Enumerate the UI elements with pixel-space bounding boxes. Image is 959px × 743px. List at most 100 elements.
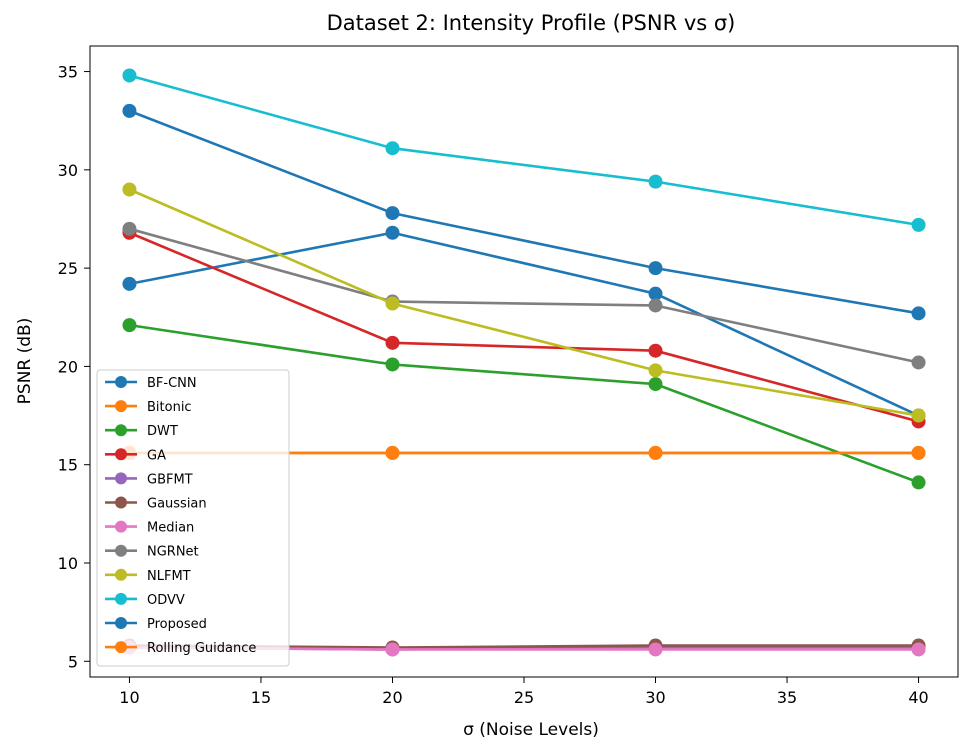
y-axis-title: PSNR (dB) xyxy=(15,318,35,405)
data-point xyxy=(385,141,400,156)
series-line xyxy=(129,323,920,484)
legend-label: Bitonic xyxy=(147,400,192,415)
series-line xyxy=(129,74,919,227)
y-tick-label: 5 xyxy=(68,652,78,671)
legend-item: Gaussian xyxy=(105,496,207,512)
legend-marker xyxy=(115,376,127,388)
legend-marker xyxy=(115,617,127,629)
series-nlfmt xyxy=(122,182,926,423)
x-tick-label: 30 xyxy=(645,688,665,707)
legend-label: GA xyxy=(147,448,166,463)
legend-label: Proposed xyxy=(147,617,207,632)
data-point xyxy=(648,286,663,301)
legend-item: ODVV xyxy=(105,592,185,608)
legend: BF-CNN Bitonic DWT GA GBFMT Gaussian Median NGR… xyxy=(96,369,290,667)
legend-marker xyxy=(115,520,127,533)
legend-label: ODVV xyxy=(147,593,185,608)
data-point xyxy=(911,408,926,423)
legend-label: Gaussian xyxy=(147,497,207,512)
data-point xyxy=(648,261,663,276)
x-tick-label: 15 xyxy=(251,688,271,707)
series-line xyxy=(128,188,919,417)
legend-item: Rolling Guidance xyxy=(105,641,256,656)
x-axis-title: σ (Noise Levels) xyxy=(463,720,599,740)
data-point xyxy=(648,174,663,189)
data-point xyxy=(911,217,926,232)
x-tick-label: 20 xyxy=(382,688,402,707)
legend-label: DWT xyxy=(147,424,178,439)
legend-box xyxy=(96,369,290,667)
legend-item: GA xyxy=(105,448,166,463)
legend-label: BF-CNN xyxy=(147,376,197,391)
y-axis: 5 10 15 20 25 30 35 xyxy=(58,63,90,671)
data-point xyxy=(122,68,137,83)
legend-marker xyxy=(115,448,127,461)
data-point xyxy=(648,298,663,313)
legend-item: DWT xyxy=(105,424,178,439)
data-point xyxy=(648,343,663,358)
y-tick-label: 35 xyxy=(58,63,78,82)
data-point xyxy=(122,318,137,333)
chart-title: Dataset 2: Intensity Profile (PSNR vs σ) xyxy=(327,11,736,35)
y-tick-label: 20 xyxy=(58,357,78,376)
legend-marker xyxy=(115,424,127,437)
series-line xyxy=(129,231,920,417)
series-odvv xyxy=(122,68,926,232)
series-line xyxy=(128,231,919,423)
legend-marker xyxy=(115,592,127,605)
data-point xyxy=(385,206,400,221)
data-point xyxy=(911,355,926,370)
x-tick-label: 40 xyxy=(908,688,928,707)
data-point xyxy=(385,357,400,372)
y-tick-label: 10 xyxy=(58,554,78,573)
legend-item: NLFMT xyxy=(105,568,191,584)
legend-marker xyxy=(115,472,127,485)
data-point xyxy=(385,445,400,460)
data-point xyxy=(385,225,400,240)
legend-item: Median xyxy=(105,520,194,536)
legend-item: Proposed xyxy=(105,617,207,632)
x-tick-label: 35 xyxy=(777,688,797,707)
y-tick-label: 25 xyxy=(58,259,78,278)
legend-marker xyxy=(115,400,127,413)
legend-label: NGRNet xyxy=(147,545,199,560)
series-ngrnet xyxy=(122,221,926,370)
series-proposed xyxy=(122,103,926,321)
data-point xyxy=(911,475,926,490)
data-point xyxy=(385,296,400,311)
plot-area xyxy=(122,68,926,657)
series-line xyxy=(129,227,919,364)
series-line xyxy=(128,109,919,315)
legend-label: Median xyxy=(147,521,194,536)
data-point xyxy=(648,642,663,657)
legend-item: NGRNet xyxy=(105,544,199,560)
data-point xyxy=(911,445,926,460)
series-dwt xyxy=(122,318,926,490)
y-tick-label: 30 xyxy=(58,161,78,180)
y-tick-label: 15 xyxy=(58,456,78,475)
data-point xyxy=(648,363,663,378)
data-point xyxy=(385,642,400,657)
x-tick-label: 10 xyxy=(119,688,139,707)
legend-label: GBFMT xyxy=(147,472,193,487)
data-point xyxy=(648,445,663,460)
legend-item: GBFMT xyxy=(105,472,193,487)
legend-marker xyxy=(115,568,127,581)
data-point xyxy=(122,103,137,118)
legend-marker xyxy=(115,544,127,557)
legend-marker xyxy=(115,496,127,509)
legend-label: NLFMT xyxy=(147,569,191,584)
legend-label: Rolling Guidance xyxy=(147,641,256,656)
x-tick-label: 25 xyxy=(514,688,534,707)
x-axis: 10 15 20 25 30 35 40 xyxy=(119,677,929,707)
data-point xyxy=(648,377,663,392)
legend-item: BF-CNN xyxy=(105,376,197,391)
legend-item: Bitonic xyxy=(105,400,192,415)
data-point xyxy=(385,335,400,350)
data-point xyxy=(911,642,926,657)
data-point xyxy=(122,221,137,236)
data-point xyxy=(122,182,137,197)
legend-marker xyxy=(115,641,127,654)
data-point xyxy=(911,306,926,321)
